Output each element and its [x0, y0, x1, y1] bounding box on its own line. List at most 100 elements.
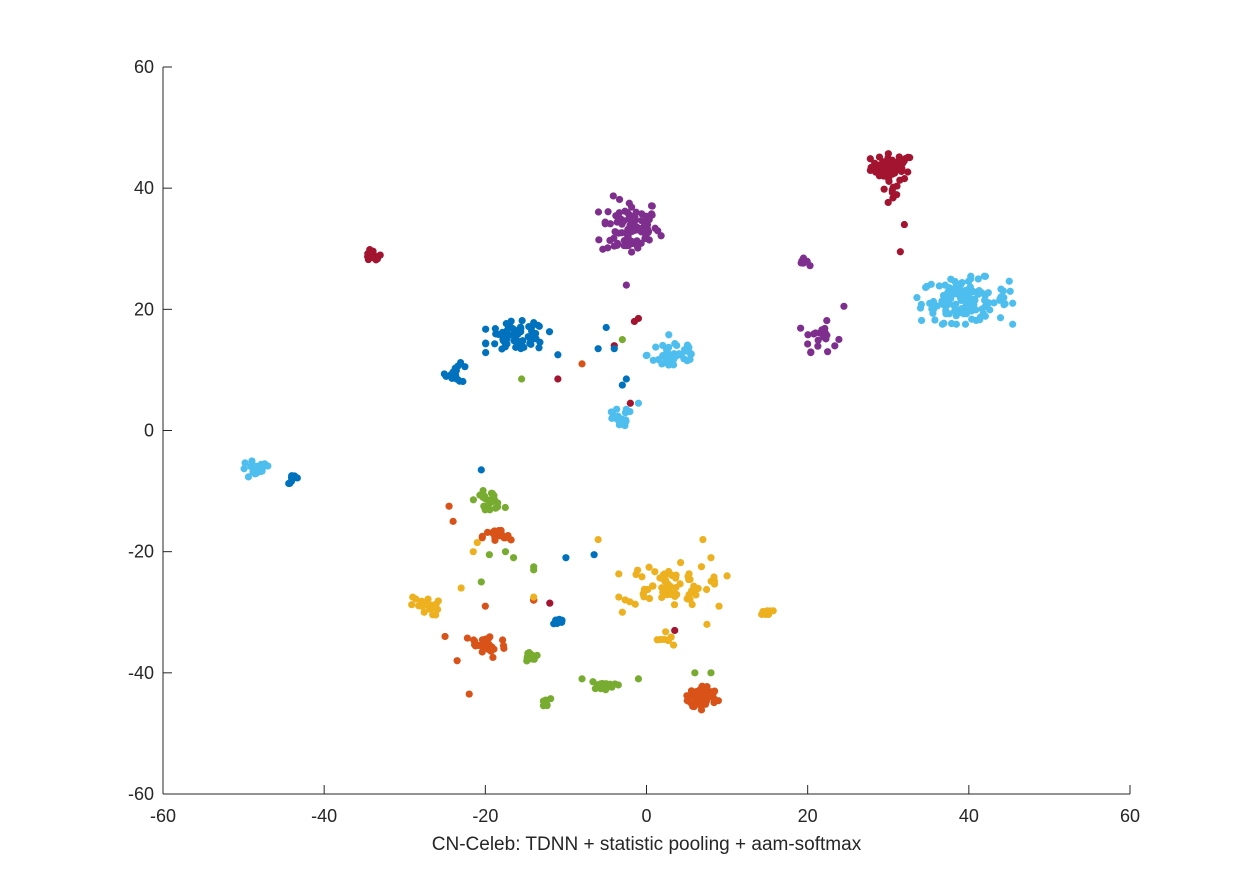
scatter-point [644, 585, 652, 594]
scatter-point [504, 324, 512, 332]
scatter-point [651, 568, 659, 576]
scatter-point [408, 601, 416, 609]
scatter-point [627, 237, 636, 245]
scatter-point [631, 213, 639, 221]
scatter-point [507, 536, 515, 544]
scatter-point [469, 496, 478, 504]
scatter-point [952, 306, 960, 314]
scatter-point [723, 572, 731, 580]
scatter-point [477, 578, 485, 586]
scatter-point [900, 220, 908, 229]
scatter-point [530, 319, 538, 327]
scatter-point [626, 399, 634, 407]
scatter-point [477, 466, 485, 474]
scatter-point [931, 316, 939, 324]
scatter-point [499, 636, 507, 644]
scatter-point [665, 355, 674, 364]
scatter-point [456, 358, 465, 367]
scatter-point [683, 696, 691, 705]
scatter-point [1005, 277, 1013, 285]
scatter-point [664, 637, 672, 645]
scatter-point [904, 168, 912, 176]
scatter-point [665, 567, 673, 576]
scatter-point [485, 551, 493, 559]
scatter-point [527, 340, 535, 348]
scatter-point [634, 675, 643, 683]
scatter-point [804, 331, 812, 339]
scatter-point [494, 499, 502, 507]
axes: -60 -40 -20 0 20 40 60 -60 -40 -20 0 20 40 60 [128, 57, 1140, 826]
scatter-point [478, 534, 486, 542]
scatter-point [967, 275, 975, 283]
scatter-point [797, 324, 805, 332]
scatter-point [594, 208, 603, 216]
scatter-point [694, 700, 702, 708]
scatter-point [645, 563, 653, 571]
scatter-point [491, 340, 499, 348]
scatter-point [884, 198, 892, 207]
scatter-point [247, 462, 255, 470]
scatter-point [366, 248, 374, 256]
scatter-point [520, 343, 528, 351]
scatter-point [971, 296, 979, 304]
x-tick-label: 20 [798, 806, 818, 826]
scatter-point [1001, 300, 1009, 308]
scatter-point [965, 289, 974, 297]
x-tick-label: -60 [150, 806, 176, 826]
scatter-point [523, 655, 531, 663]
scatter-point [501, 548, 510, 556]
scatter-point [972, 316, 980, 324]
scatter-point [981, 312, 989, 320]
scatter-point [469, 548, 477, 556]
scatter-point [255, 464, 263, 472]
scatter-point [449, 368, 457, 376]
scatter-point [975, 287, 983, 295]
scatter-point [810, 330, 818, 338]
scatter-point [686, 575, 694, 584]
scatter-point [942, 310, 950, 318]
scatter-point [465, 690, 473, 698]
scatter-point [554, 351, 562, 359]
scatter-point [518, 375, 526, 383]
scatter-point [669, 361, 678, 369]
scatter-point [691, 669, 699, 677]
data-points [240, 150, 1017, 714]
scatter-point [710, 699, 718, 707]
scatter-point [501, 503, 509, 512]
scatter-point [618, 608, 626, 616]
scatter-point [499, 337, 507, 345]
scatter-point [409, 593, 417, 601]
scatter-point [981, 272, 990, 280]
scatter-point [866, 155, 874, 163]
scatter-point [695, 688, 704, 697]
scatter-point [525, 323, 533, 331]
scatter-point [622, 375, 630, 383]
scatter-point [615, 209, 624, 217]
scatter-point [287, 473, 296, 481]
scatter-point [607, 408, 615, 416]
y-tick-label: -60 [128, 784, 154, 804]
scatter-point [632, 570, 640, 579]
scatter-point [501, 534, 509, 542]
scatter-point [602, 323, 610, 332]
scatter-point [664, 349, 672, 357]
scatter-point [651, 224, 659, 232]
scatter-point [999, 287, 1007, 295]
scatter-point [944, 290, 953, 299]
scatter-point [667, 590, 675, 599]
scatter-point [647, 202, 656, 210]
scatter-point [489, 529, 497, 538]
scatter-point [482, 495, 490, 503]
scatter-point [941, 281, 949, 289]
scatter-point [649, 356, 657, 364]
scatter-point [710, 577, 719, 585]
scatter-point [697, 706, 706, 714]
scatter-point [652, 343, 660, 351]
scatter-point [929, 309, 937, 317]
scatter-point [539, 697, 547, 705]
scatter-point [487, 498, 496, 506]
scatter-point [1009, 299, 1017, 307]
scatter-point [957, 309, 966, 317]
x-tick-label: -40 [311, 806, 337, 826]
scatter-point [692, 591, 700, 599]
